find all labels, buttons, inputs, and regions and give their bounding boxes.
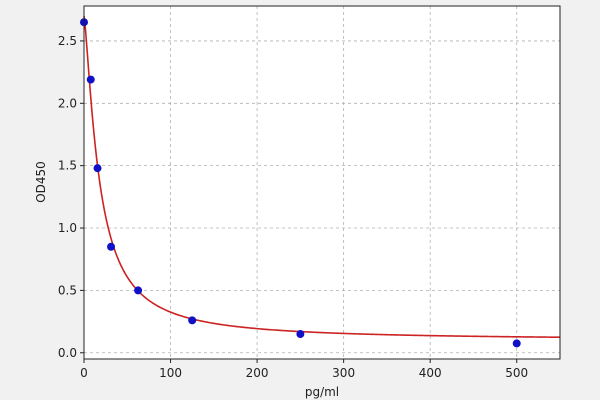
grid-lines <box>84 6 560 359</box>
data-point <box>86 75 95 84</box>
y-tick-label: 1.5 <box>58 159 77 173</box>
y-tick-label: 2.0 <box>58 96 77 110</box>
y-tick-label: 0.0 <box>58 346 77 360</box>
y-tick-label: 1.0 <box>58 221 77 235</box>
data-points-layer <box>80 18 521 348</box>
plot-area <box>84 6 560 359</box>
data-point <box>93 164 102 173</box>
data-point <box>512 339 521 348</box>
fitted-curve-layer <box>83 15 561 339</box>
fitted-curve <box>83 15 561 339</box>
x-tick-label: 300 <box>332 366 355 380</box>
plot-frame <box>83 5 561 360</box>
y-axis-label: OD450 <box>34 161 48 203</box>
data-point <box>188 316 197 325</box>
x-axis-label: pg/ml <box>305 385 339 399</box>
data-point <box>134 286 143 295</box>
x-tick-label: 0 <box>80 366 88 380</box>
data-point <box>107 242 116 251</box>
y-tick-label: 0.5 <box>58 283 77 297</box>
axis-ticks: 0 100 200 300 400 500 0.0 0.5 1.0 1.5 2.0 2.5 <box>58 34 528 380</box>
x-tick-label: 500 <box>505 366 528 380</box>
x-tick-label: 400 <box>419 366 442 380</box>
x-tick-label: 100 <box>159 366 182 380</box>
y-tick-label: 2.5 <box>58 34 77 48</box>
x-tick-label: 200 <box>246 366 269 380</box>
data-point <box>296 330 305 339</box>
